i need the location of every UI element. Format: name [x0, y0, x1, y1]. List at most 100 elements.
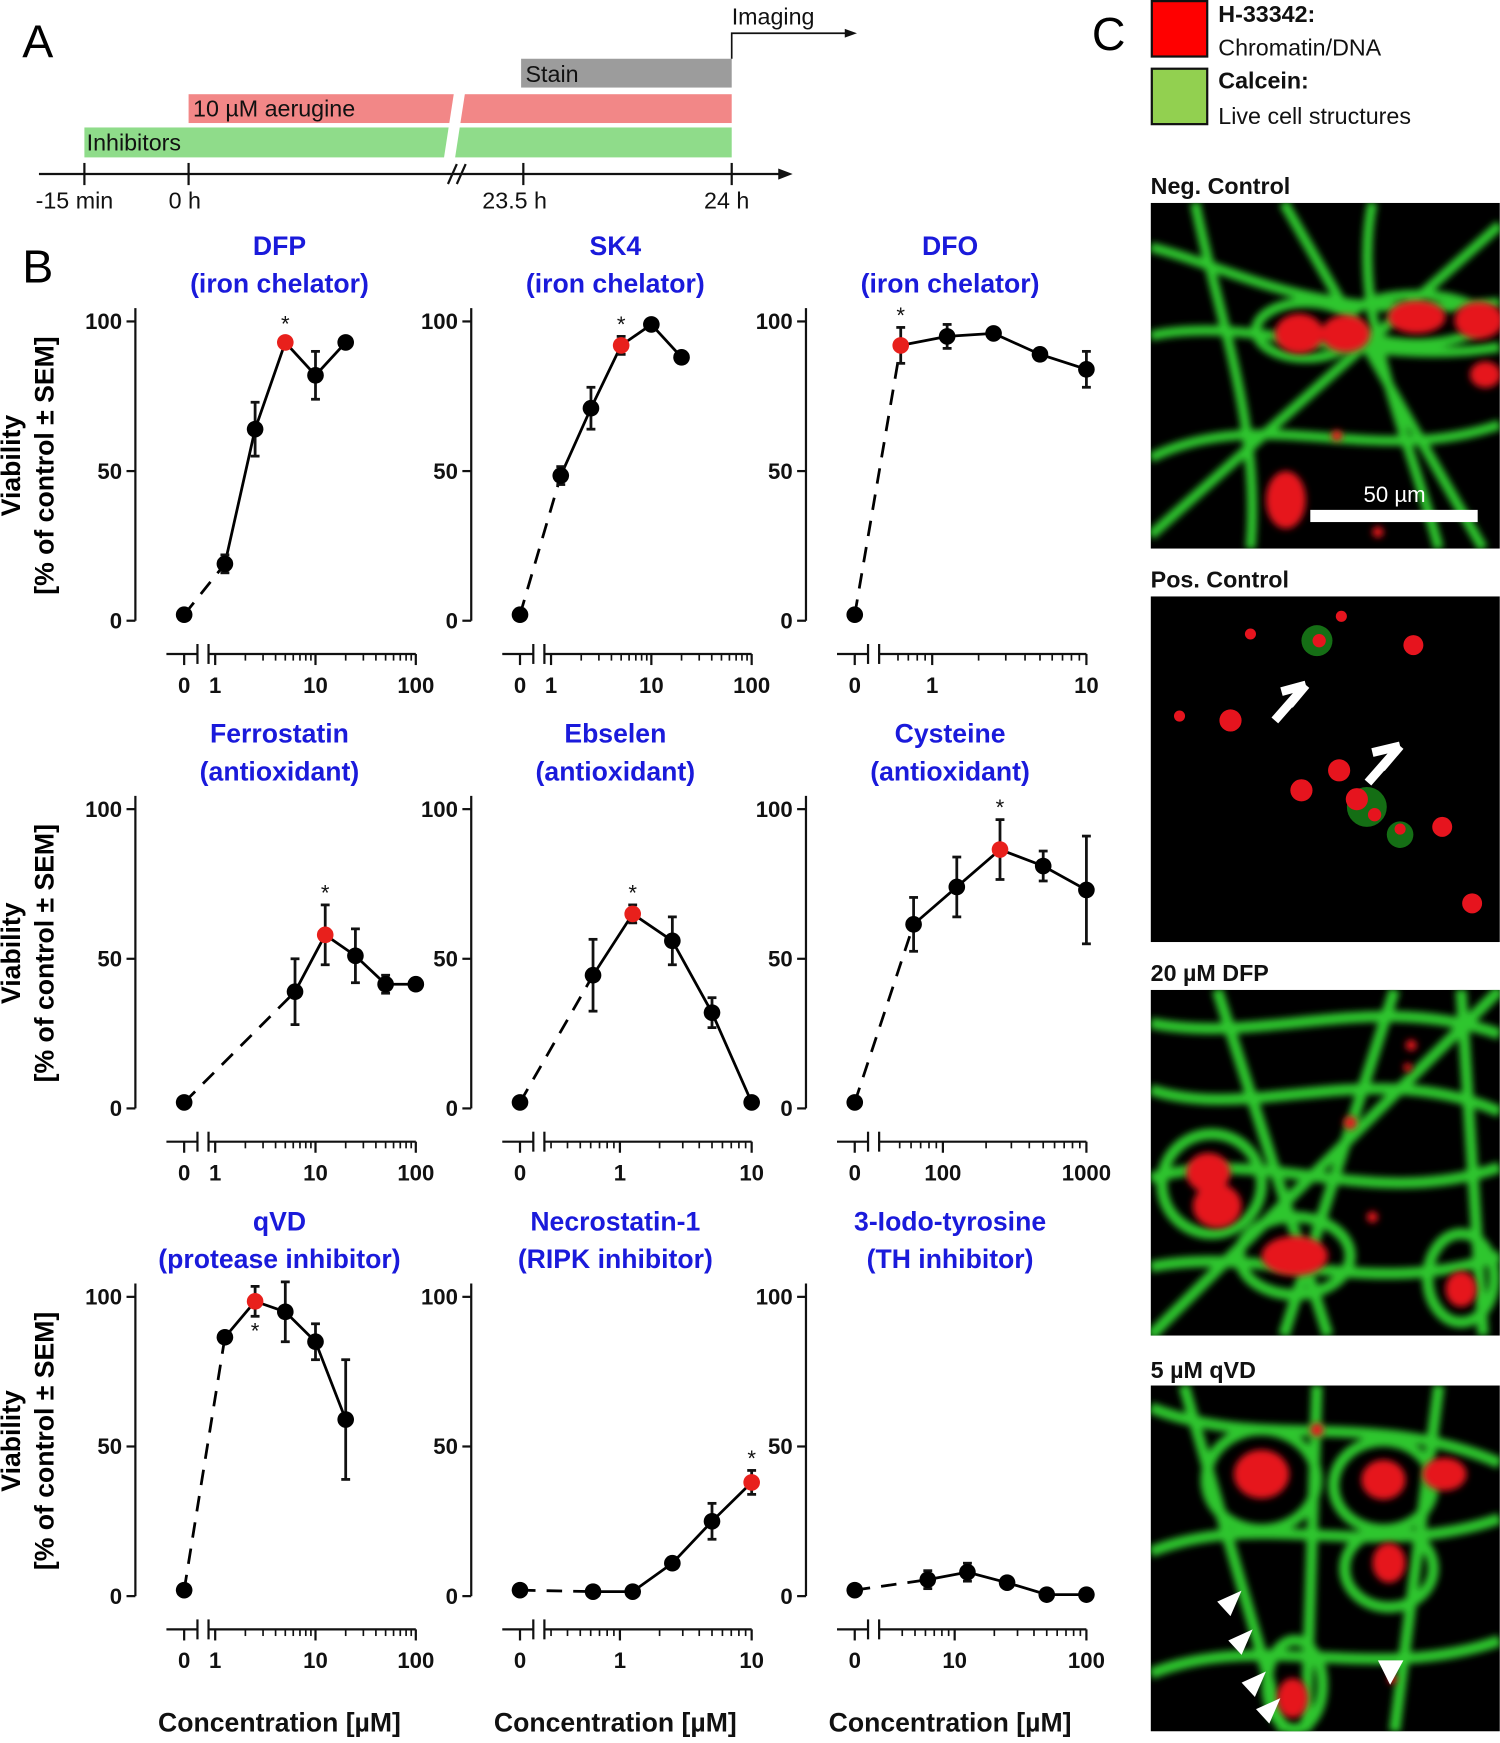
- connector-line: [853, 923, 915, 1103]
- y-tick-label: 0: [446, 608, 458, 633]
- chart-title: DFO: [922, 231, 978, 261]
- time-label: 0 h: [169, 187, 201, 213]
- data-point: [985, 325, 1002, 342]
- x-tick-label: 1: [209, 673, 221, 698]
- y-axis-label: Viability: [0, 415, 26, 517]
- data-point: [991, 841, 1009, 858]
- y-tick-label: 0: [780, 1584, 792, 1609]
- y-tick-label: 100: [421, 1285, 458, 1310]
- chart-subtitle: (RIPK inhibitor): [518, 1244, 713, 1274]
- legend-name: H-33342:: [1218, 1, 1315, 27]
- x-tick-label: 0: [514, 1648, 526, 1673]
- data-point: [286, 983, 304, 1001]
- data-point: [276, 1303, 294, 1321]
- ticks: [83, 162, 733, 186]
- bar-label: Stain: [526, 61, 579, 87]
- data-point: [584, 966, 602, 984]
- x-tick-label: 100: [1068, 1648, 1105, 1673]
- micrograph: 50 µm: [1150, 202, 1500, 549]
- x-tick-label: 10: [739, 1648, 764, 1673]
- connector-line: [853, 345, 903, 615]
- bar-break: [443, 88, 466, 161]
- x-tick-label: 0: [514, 673, 526, 698]
- x-tick-label: 0: [178, 673, 190, 698]
- connector-line: [854, 1578, 928, 1592]
- chart-title: qVD: [253, 1206, 306, 1236]
- data-point: [938, 328, 956, 345]
- data-point: [1038, 1586, 1056, 1603]
- y-tick-label: 50: [768, 459, 793, 484]
- chart-title: Ebselen: [564, 719, 666, 749]
- connector-line: [182, 1337, 227, 1591]
- y-tick-label: 0: [446, 1096, 458, 1121]
- x-tick-label: 1: [614, 1160, 626, 1185]
- data-point: [664, 932, 681, 950]
- x-tick-label: 0: [178, 1648, 190, 1673]
- data-point: [919, 1571, 937, 1588]
- connector-line: [518, 974, 595, 1104]
- data-point: [175, 1581, 193, 1599]
- time-label: 23.5 h: [482, 187, 547, 213]
- data-point: [1034, 857, 1052, 875]
- x-tick-label: 10: [739, 1160, 764, 1185]
- x-axis-label: Concentration [µM]: [829, 1707, 1072, 1737]
- x-tick-label: 10: [942, 1648, 967, 1673]
- significance-marker: *: [996, 795, 1005, 820]
- x-tick-label: 0: [849, 1160, 861, 1185]
- y-tick-label: 100: [85, 797, 122, 822]
- data-point: [643, 316, 660, 333]
- chart-subtitle: (antioxidant): [200, 756, 360, 786]
- y-tick-label: 50: [433, 1434, 458, 1459]
- legend-swatch: [1150, 0, 1209, 58]
- significance-marker: *: [896, 303, 905, 328]
- x-axis-label: Concentration [µM]: [494, 1707, 737, 1737]
- stain-bar: [521, 58, 732, 88]
- x-tick-label: 100: [397, 673, 434, 698]
- data-point: [584, 1583, 602, 1600]
- data-point: [307, 366, 324, 384]
- significance-marker: *: [251, 1318, 260, 1343]
- imaging-label: Imaging: [732, 3, 815, 29]
- data-point: [407, 975, 425, 993]
- x-tick-label: 100: [397, 1160, 434, 1185]
- data-point: [998, 1574, 1016, 1591]
- panel-label: C: [1092, 8, 1126, 60]
- y-tick-label: 100: [421, 797, 458, 822]
- data-point: [959, 1563, 976, 1581]
- arrow-head: [844, 28, 857, 38]
- data-point: [511, 606, 529, 624]
- chart-subtitle: (protease inhibitor): [158, 1244, 400, 1274]
- bar-label: Inhibitors: [87, 130, 181, 156]
- data-point: [846, 606, 864, 624]
- data-point: [582, 399, 600, 417]
- connector-line: [519, 1588, 594, 1594]
- significance-marker: *: [747, 1446, 756, 1471]
- y-tick-label: 50: [97, 1434, 122, 1459]
- data-point: [1078, 361, 1095, 378]
- chart-subtitle: (antioxidant): [870, 756, 1030, 786]
- y-tick-label: 0: [110, 1096, 122, 1121]
- y-axis-label: Viability: [0, 902, 26, 1004]
- y-tick-label: 100: [756, 309, 793, 334]
- connector-line: [518, 475, 563, 616]
- x-tick-label: 100: [924, 1160, 961, 1185]
- data-point: [216, 555, 234, 573]
- y-axis-label: [% of control ± SEM]: [29, 336, 59, 594]
- data-point: [216, 1328, 234, 1346]
- x-tick-label: 10: [303, 1648, 328, 1673]
- legend-swatch: [1150, 67, 1209, 126]
- micrograph: [1150, 989, 1500, 1336]
- connector-line: [183, 990, 297, 1104]
- x-tick-label: 1: [209, 1648, 221, 1673]
- data-point: [1031, 346, 1049, 363]
- panel-label: B: [22, 241, 53, 293]
- chart-subtitle: (TH inhibitor): [867, 1244, 1034, 1274]
- time-label: -15 min: [36, 187, 114, 213]
- data-point: [612, 337, 630, 354]
- data-line: [593, 1481, 753, 1594]
- x-tick-label: 10: [303, 673, 328, 698]
- x-tick-label: 1: [545, 673, 557, 698]
- imaging-arrow: [730, 32, 849, 59]
- data-point: [905, 916, 922, 933]
